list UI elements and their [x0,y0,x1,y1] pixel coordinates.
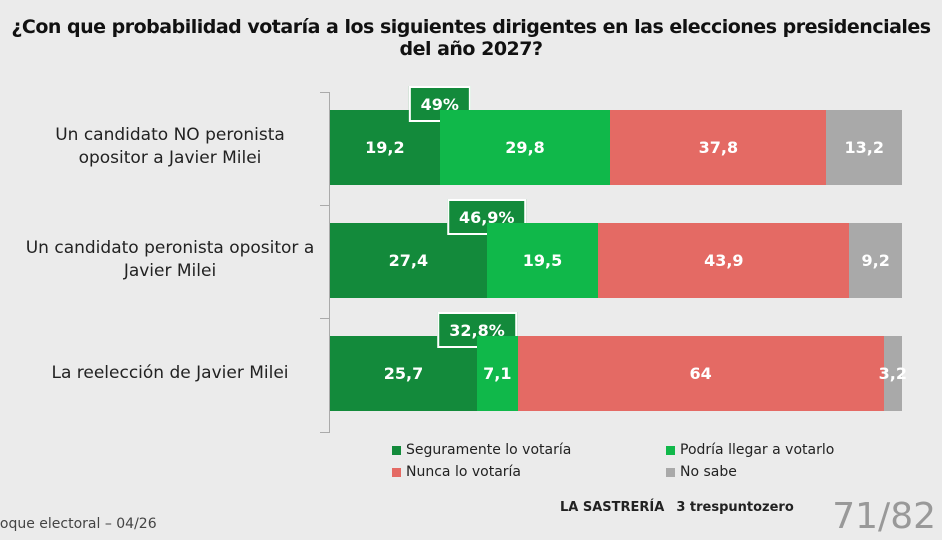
page-number: 71/82 [832,496,936,537]
axis-tick [320,205,330,206]
bar-segment: 19,5 [486,223,599,298]
chart-title: ¿Con que probabilidad votaría a los sigu… [11,16,931,60]
legend-item: Seguramente lo votaría [392,442,571,458]
legend-item: No sabe [666,464,737,480]
bar-segment: 7,1 [477,336,518,411]
legend-item: Nunca lo votaría [392,464,521,480]
footer-text: loque electoral – 04/26 [0,516,157,532]
category-label: Un candidato NO peronista opositor a Jav… [55,125,285,168]
legend-label: No sabe [680,464,737,480]
bar-segment: 43,9 [598,223,850,298]
legend-swatch [392,467,401,477]
legend-item: Podría llegar a votarlo [666,442,834,458]
axis-tick [320,318,330,319]
bar-segment: 13,2 [826,110,902,185]
legend-label: Seguramente lo votaría [406,442,572,458]
legend-label: Podría llegar a votarlo [680,442,835,458]
logo-trespuntozero: 3 trespuntozero [676,500,794,515]
axis-tick [320,92,330,93]
bar-segment: 27,4 [330,223,487,298]
logos: LA SASTRERÍA 3 trespuntozero [560,500,794,515]
y-axis [329,92,330,432]
bar-segment: 29,8 [439,110,611,185]
bar-segment: 37,8 [610,110,827,185]
legend-swatch [666,445,675,455]
logo-la-sastreria: LA SASTRERÍA [560,500,665,515]
legend-swatch [392,445,401,455]
bar-segment: 25,7 [330,336,477,411]
axis-tick [320,432,330,433]
legend-label: Nunca lo votaría [406,464,521,480]
legend-swatch [666,467,675,477]
bar-segment: 19,2 [330,110,440,185]
category-label: La reelección de Javier Milei [51,363,289,383]
category-label: Un candidato peronista opositor a Javier… [25,238,315,281]
bar-segment: 9,2 [849,223,902,298]
bar-segment: 3,2 [879,336,907,411]
bar-segment: 64 [517,336,884,411]
